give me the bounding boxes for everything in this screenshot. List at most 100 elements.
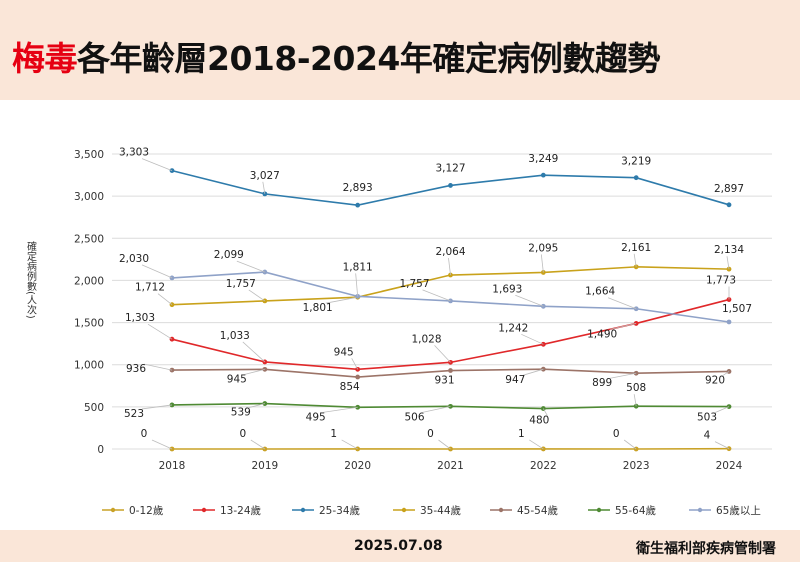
legend-label: 0-12歲 <box>129 504 163 517</box>
line-chart: 0 500 1,000 1,500 2,000 2,500 3,000 3,500 2018 20… <box>25 147 772 517</box>
label-leader-line <box>633 253 637 267</box>
x-tick-label: 2020 <box>344 460 371 472</box>
data-label: 3,027 <box>250 170 280 182</box>
data-label: 1,028 <box>411 333 441 345</box>
title-highlight: 梅毒 <box>12 39 78 78</box>
data-label: 0 <box>141 428 148 440</box>
data-label: 1,757 <box>399 278 429 290</box>
y-tick-label: 1,000 <box>74 360 104 372</box>
data-label: 2,893 <box>343 182 373 194</box>
data-label: 2,099 <box>214 249 244 261</box>
y-tick-label: 3,500 <box>74 149 104 161</box>
data-label: 495 <box>306 411 326 423</box>
x-tick-label: 2024 <box>716 460 743 472</box>
label-leader-line <box>250 439 266 450</box>
label-leader-line <box>351 358 359 370</box>
y-tick-label: 2,500 <box>74 233 104 245</box>
footer-bar: 2025.07.08 衛生福利部疾病管制署 <box>0 530 800 562</box>
data-label: 1,490 <box>587 328 617 340</box>
data-point <box>540 270 546 275</box>
label-leader-line <box>540 254 544 273</box>
y-tick-label: 500 <box>84 402 104 414</box>
label-leader-line <box>521 333 544 345</box>
data-point <box>726 266 732 272</box>
label-leader-line <box>523 368 544 376</box>
label-leader-line <box>236 260 265 273</box>
label-leader-line <box>244 368 265 375</box>
x-tick-label: 2022 <box>530 460 557 472</box>
label-leader-line <box>422 405 451 413</box>
y-tick-label: 3,000 <box>74 191 104 203</box>
data-label: 945 <box>334 346 354 358</box>
data-label: 539 <box>231 407 251 419</box>
label-leader-line <box>147 323 173 340</box>
data-label: 1,303 <box>125 312 155 324</box>
label-leader-line <box>438 439 451 450</box>
data-label: 508 <box>626 382 646 394</box>
data-label: 2,134 <box>714 244 744 256</box>
data-label: 947 <box>505 374 525 386</box>
data-label: 854 <box>340 381 360 393</box>
legend-label: 55-64歲 <box>615 504 656 517</box>
label-leader-line <box>141 264 173 279</box>
label-leader-line <box>726 256 730 270</box>
label-leader-line <box>542 408 548 416</box>
legend-marker <box>596 507 602 513</box>
data-point <box>540 172 546 178</box>
label-leader-line <box>323 406 358 413</box>
data-point <box>540 406 546 411</box>
label-leader-line <box>341 439 358 450</box>
data-label: 1,811 <box>343 261 373 273</box>
label-leader-line <box>248 289 266 302</box>
data-label: 1,507 <box>722 303 752 315</box>
data-label: 920 <box>705 374 725 386</box>
label-leader-line <box>515 294 544 307</box>
legend-marker <box>300 507 306 513</box>
data-point <box>355 202 361 208</box>
data-label: 1,033 <box>220 330 250 342</box>
x-tick-label: 2023 <box>623 460 650 472</box>
y-tick-label: 1,500 <box>74 318 104 330</box>
data-label: 899 <box>592 377 612 389</box>
data-label: 1,773 <box>706 275 736 287</box>
data-label: 1,712 <box>135 282 165 294</box>
data-label: 2,064 <box>435 246 465 258</box>
data-label: 1,757 <box>226 278 256 290</box>
x-tick-label: 2018 <box>159 460 186 472</box>
x-tick-label: 2021 <box>437 460 464 472</box>
legend-label: 45-54歲 <box>517 504 558 517</box>
label-leader-line <box>151 439 173 450</box>
data-label: 945 <box>227 373 247 385</box>
label-leader-line <box>623 439 637 450</box>
data-point <box>726 202 732 208</box>
label-leader-line <box>714 441 730 450</box>
data-point <box>633 175 639 181</box>
legend-marker <box>201 507 207 513</box>
legend-label: 25-34歲 <box>319 504 360 517</box>
legend-label: 35-44歲 <box>420 504 461 517</box>
data-label: 1,693 <box>492 283 522 295</box>
chart-panel: 0 500 1,000 1,500 2,000 2,500 3,000 3,500 2018 20… <box>0 100 800 530</box>
y-tick-label: 2,000 <box>74 275 104 287</box>
data-label: 480 <box>529 415 549 427</box>
data-label: 3,219 <box>621 156 651 168</box>
label-leader-line <box>529 439 544 450</box>
label-leader-line <box>157 293 173 306</box>
y-axis-label: 確定病例數(人次) <box>25 240 37 319</box>
data-label: 2,095 <box>528 242 558 254</box>
label-leader-line <box>610 323 637 330</box>
data-label: 0 <box>239 428 246 440</box>
data-label: 2,897 <box>714 183 744 195</box>
label-leader-line <box>722 371 730 376</box>
legend-marker <box>498 507 504 513</box>
data-label: 931 <box>434 375 454 387</box>
label-leader-line <box>325 296 358 304</box>
data-label: 1,664 <box>585 286 615 298</box>
data-point <box>448 272 453 278</box>
legend-marker <box>401 507 407 513</box>
legend-marker <box>110 507 116 513</box>
data-point <box>262 269 268 275</box>
data-label: 2,161 <box>621 242 651 254</box>
data-point <box>355 293 361 299</box>
label-leader-line <box>143 363 173 371</box>
